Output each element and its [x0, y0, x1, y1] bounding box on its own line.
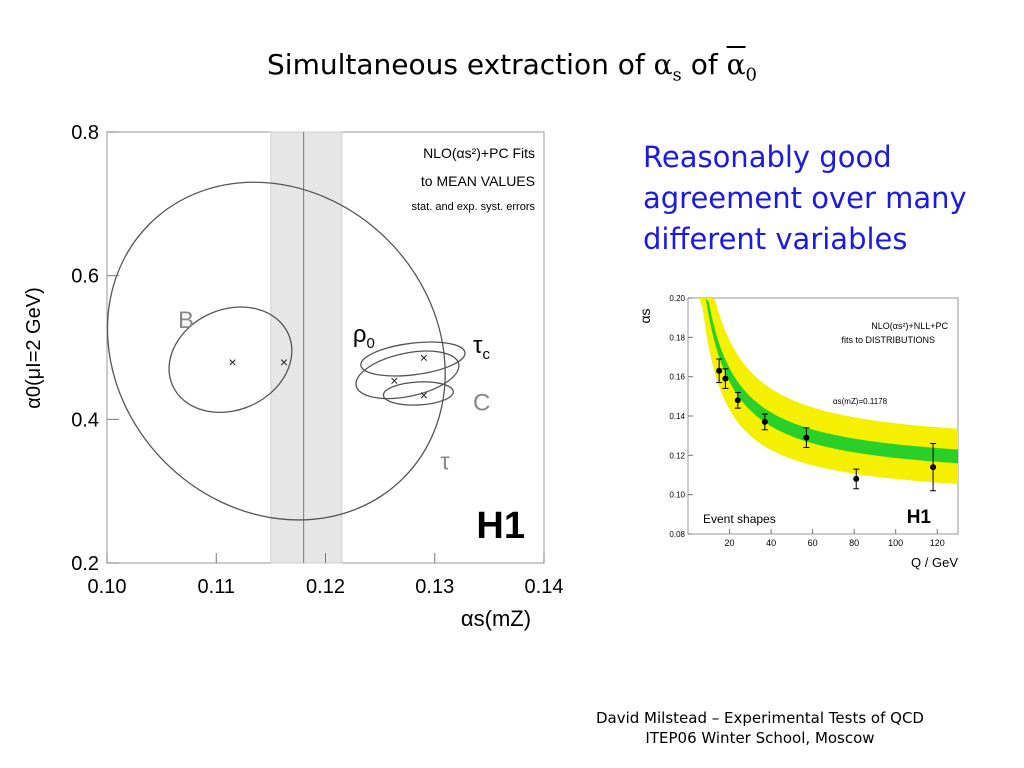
- title-text: Simultaneous extraction of: [267, 48, 654, 81]
- x-tick-label-3: 0.13: [415, 576, 454, 598]
- data-point-4: [803, 434, 810, 441]
- fit-marker-2: ×: [390, 373, 398, 389]
- fit-value-label: αs(mZ)=0.1178: [833, 397, 888, 406]
- right-x-tick-label-5: 120: [930, 538, 945, 548]
- right-x-axis-label: Q / GeV: [911, 555, 958, 570]
- data-point-3: [761, 418, 768, 425]
- footer-line1: David Milstead – Experimental Tests of Q…: [595, 709, 924, 727]
- right-h1-logo: H1: [907, 507, 932, 528]
- fit-band: [693, 298, 958, 484]
- fit-marker-1: ×: [280, 354, 288, 370]
- footer-line2: ITEP06 Winter School, Moscow: [645, 729, 875, 747]
- legend-line3: stat. and exp. syst. errors: [412, 201, 536, 213]
- right-x-ticks: 20 40 60 80 100 120: [725, 529, 945, 548]
- x-tick-label-1: 0.11: [198, 576, 235, 598]
- slide-title: Simultaneous extraction of αs of α0: [0, 48, 1024, 86]
- y-tick-label-1: 0.4: [71, 409, 99, 431]
- right-y-tick-label-2: 0.12: [669, 451, 685, 460]
- right-legend-line1: NLO(αs²)+NLL+PC: [871, 321, 948, 331]
- right-legend-line2: fits to DISTRIBUTIONS: [841, 335, 935, 345]
- right-x-tick-label-0: 20: [725, 538, 735, 548]
- confidence-ellipse-4: [382, 381, 454, 406]
- right-y-tick-label-3: 0.14: [669, 412, 685, 421]
- legend-line1: NLO(αs²)+PC Fits: [423, 145, 535, 161]
- data-point-5: [853, 475, 860, 482]
- x-tick-label-2: 0.12: [306, 576, 345, 598]
- right-x-tick-label-3: 80: [849, 538, 859, 548]
- right-y-tick-label-4: 0.16: [669, 373, 685, 382]
- alpha0-vs-alphas-plot: × ×××× 0.10 0.11 0.12 0.13 0.14 0.20.40.60.8 …: [23, 122, 564, 631]
- ellipse-label-0: B: [178, 307, 194, 334]
- fit-marker-3: ×: [420, 350, 428, 366]
- x-tick-label-4: 0.14: [525, 576, 564, 598]
- right-y-tick-label-5: 0.18: [669, 333, 685, 342]
- data-point-1: [722, 375, 729, 382]
- remark-text: Reasonably good agreement over many diff…: [643, 140, 967, 256]
- legend-line2: to MEAN VALUES: [421, 173, 535, 189]
- y-tick-label-0: 0.2: [71, 553, 99, 575]
- title-alpha-0: α0: [726, 48, 757, 86]
- ellipse-label-3: C: [473, 390, 490, 417]
- data-point-0: [716, 367, 723, 374]
- right-y-ticks: 0.08 0.10 0.12 0.14 0.16 0.18 0.20: [669, 294, 693, 539]
- confidence-ellipse-3: [355, 350, 460, 400]
- y-ticks: 0.2 0.4 0.6 0.8: [71, 122, 119, 575]
- y-axis-label: α0(μI=2 GeV): [23, 287, 45, 408]
- x-tick-label-0: 0.10: [88, 576, 127, 598]
- right-y-tick-label-1: 0.10: [669, 491, 685, 500]
- world-average-band: [270, 131, 343, 564]
- fit-uncertainty-band: [693, 298, 958, 484]
- ellipse-group: [106, 181, 466, 521]
- x-axis-label: αs(mZ): [461, 606, 531, 631]
- y-tick-label-2: 0.6: [71, 266, 99, 288]
- data-point-2: [734, 397, 741, 404]
- right-y-axis-label: αs: [637, 308, 653, 323]
- title-of: of: [681, 48, 727, 81]
- confidence-ellipse-2: [360, 341, 466, 377]
- alphas-vs-q-plot: 20 40 60 80 100 120 0.080.100.120.140.160.180…: [637, 294, 959, 570]
- uncertainty-band: [270, 131, 343, 564]
- right-x-tick-label-4: 100: [888, 538, 903, 548]
- footer: David Milstead – Experimental Tests of Q…: [560, 708, 960, 748]
- h1-logo: H1: [476, 505, 525, 547]
- title-alpha-s: αs: [653, 48, 682, 86]
- right-x-tick-label-1: 40: [766, 538, 776, 548]
- event-shapes-label: Event shapes: [703, 512, 776, 526]
- fit-marker-0: ×: [229, 354, 237, 370]
- y-tick-label-3: 0.8: [71, 122, 99, 144]
- confidence-ellipse-1: [168, 306, 293, 414]
- x-ticks: 0.10 0.11 0.12 0.13 0.14: [88, 553, 564, 598]
- right-y-tick-label-0: 0.08: [669, 530, 685, 539]
- confidence-ellipse-0: [106, 181, 446, 521]
- marker-group: × × × × ×: [229, 350, 428, 403]
- data-point-6: [930, 464, 937, 471]
- right-x-tick-label-2: 60: [808, 538, 818, 548]
- fit-marker-4: ×: [420, 387, 428, 403]
- data-points: [716, 358, 937, 492]
- right-y-tick-label-6: 0.20: [669, 294, 685, 303]
- ellipse-label-4: τ: [440, 449, 450, 476]
